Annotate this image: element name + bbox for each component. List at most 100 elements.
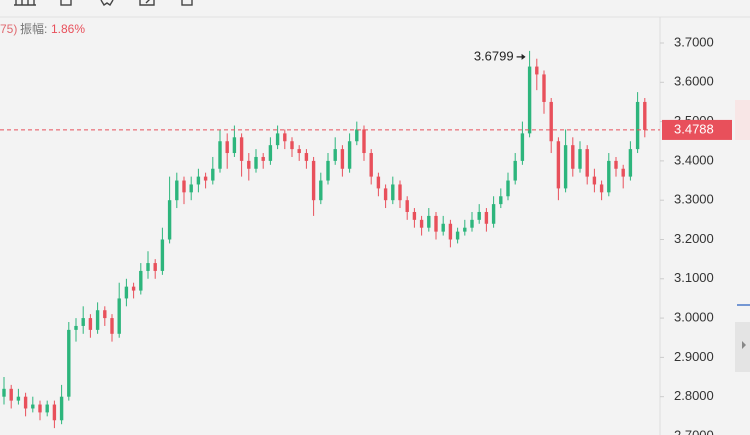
candle-body [556,141,561,189]
y-tick-label: 3.0000 [674,310,714,325]
candle-body [23,396,28,409]
candle-body [355,129,359,142]
y-tick-label: 3.1000 [674,270,714,285]
candle-body [628,149,633,177]
y-tick-label: 2.9000 [674,349,714,364]
candle-body [398,184,402,201]
candle-body [146,263,150,271]
toolbar-icon[interactable] [14,0,36,6]
candle-body [218,141,222,169]
candle-body [290,141,294,150]
candle-body [131,286,136,291]
candle-body [304,153,309,161]
candle-body [283,133,287,142]
candle-body [643,101,647,130]
y-tick-label: 3.2000 [674,231,714,246]
amplitude-value: 1.86% [51,22,85,36]
candle-body [376,176,381,189]
candle-body [297,149,301,154]
candle-body [347,141,352,169]
candle-body [16,396,21,401]
candle-body [268,145,273,161]
candle-body [412,211,417,220]
candle-body [333,149,337,161]
header-partial: 75) [0,22,17,36]
candle-body [2,388,6,397]
candle-body [419,219,424,228]
candle-body [45,404,49,413]
candle-body [527,66,532,134]
candle-body [340,149,345,169]
candle-body [484,211,489,224]
candle-body [470,219,474,228]
candle-body [261,156,265,161]
candle-body [117,298,121,334]
amplitude-label: 振幅: [20,21,47,36]
candle-body [506,180,510,197]
y-tick-label: 2.7000 [674,427,714,435]
candle-body [153,263,157,271]
candle-body [88,318,93,330]
candle-body [232,137,237,154]
y-tick-label: 3.6000 [674,74,714,89]
candle-body [95,310,100,330]
candle-body [369,153,373,177]
candle-body [607,160,611,193]
candle-body [124,286,129,299]
candle-body [189,184,193,193]
candle-body [391,184,395,201]
candle-body [59,396,64,421]
max-arrow-head [521,53,526,60]
candle-body [621,168,625,177]
candle-body [9,388,13,401]
candle-body [81,318,85,326]
candle-body [520,133,525,161]
candle-body [434,215,438,232]
candle-body [599,184,604,193]
candle-body [67,329,71,397]
candle-body [477,211,481,220]
candle-body [405,200,409,212]
candle-body [585,149,589,177]
candle-body [254,156,258,169]
candle-body [74,325,78,330]
candle-body [448,223,453,240]
candle-body [311,160,316,201]
toolbar-icon[interactable] [60,0,72,6]
candle-body [578,149,582,169]
candle-body [614,160,618,169]
candle-body [513,160,517,181]
candle-body [319,180,323,201]
candle-body [182,180,186,193]
candle-body [383,188,388,201]
candle-body [160,239,165,271]
toolbar-icons [14,0,193,6]
candle-body [427,215,431,228]
candle-body [31,404,35,409]
candle-body [196,176,201,185]
candle-body [635,101,640,150]
candle-body [38,404,42,413]
candle-body [175,180,179,201]
candle-body [549,101,553,142]
candle-body [592,176,597,185]
candle-body [542,74,546,102]
candle-body [455,231,460,240]
candle-body [211,168,215,181]
candle-body [52,404,57,421]
last-price-label: 3.4788 [674,121,714,136]
toolbar-icon[interactable] [100,0,114,6]
candle-body [571,145,575,169]
side-panel [735,100,750,140]
candle-body [103,310,107,319]
candle-body [563,145,568,189]
toolbar-icon[interactable] [181,0,193,6]
side-handle-arrow [742,341,746,349]
candle-body [139,270,143,291]
y-tick-label: 3.4000 [674,152,714,167]
toolbar-icon[interactable] [139,0,155,6]
candle-body [203,176,208,181]
y-tick-label: 3.3000 [674,192,714,207]
candle-body [275,133,280,146]
